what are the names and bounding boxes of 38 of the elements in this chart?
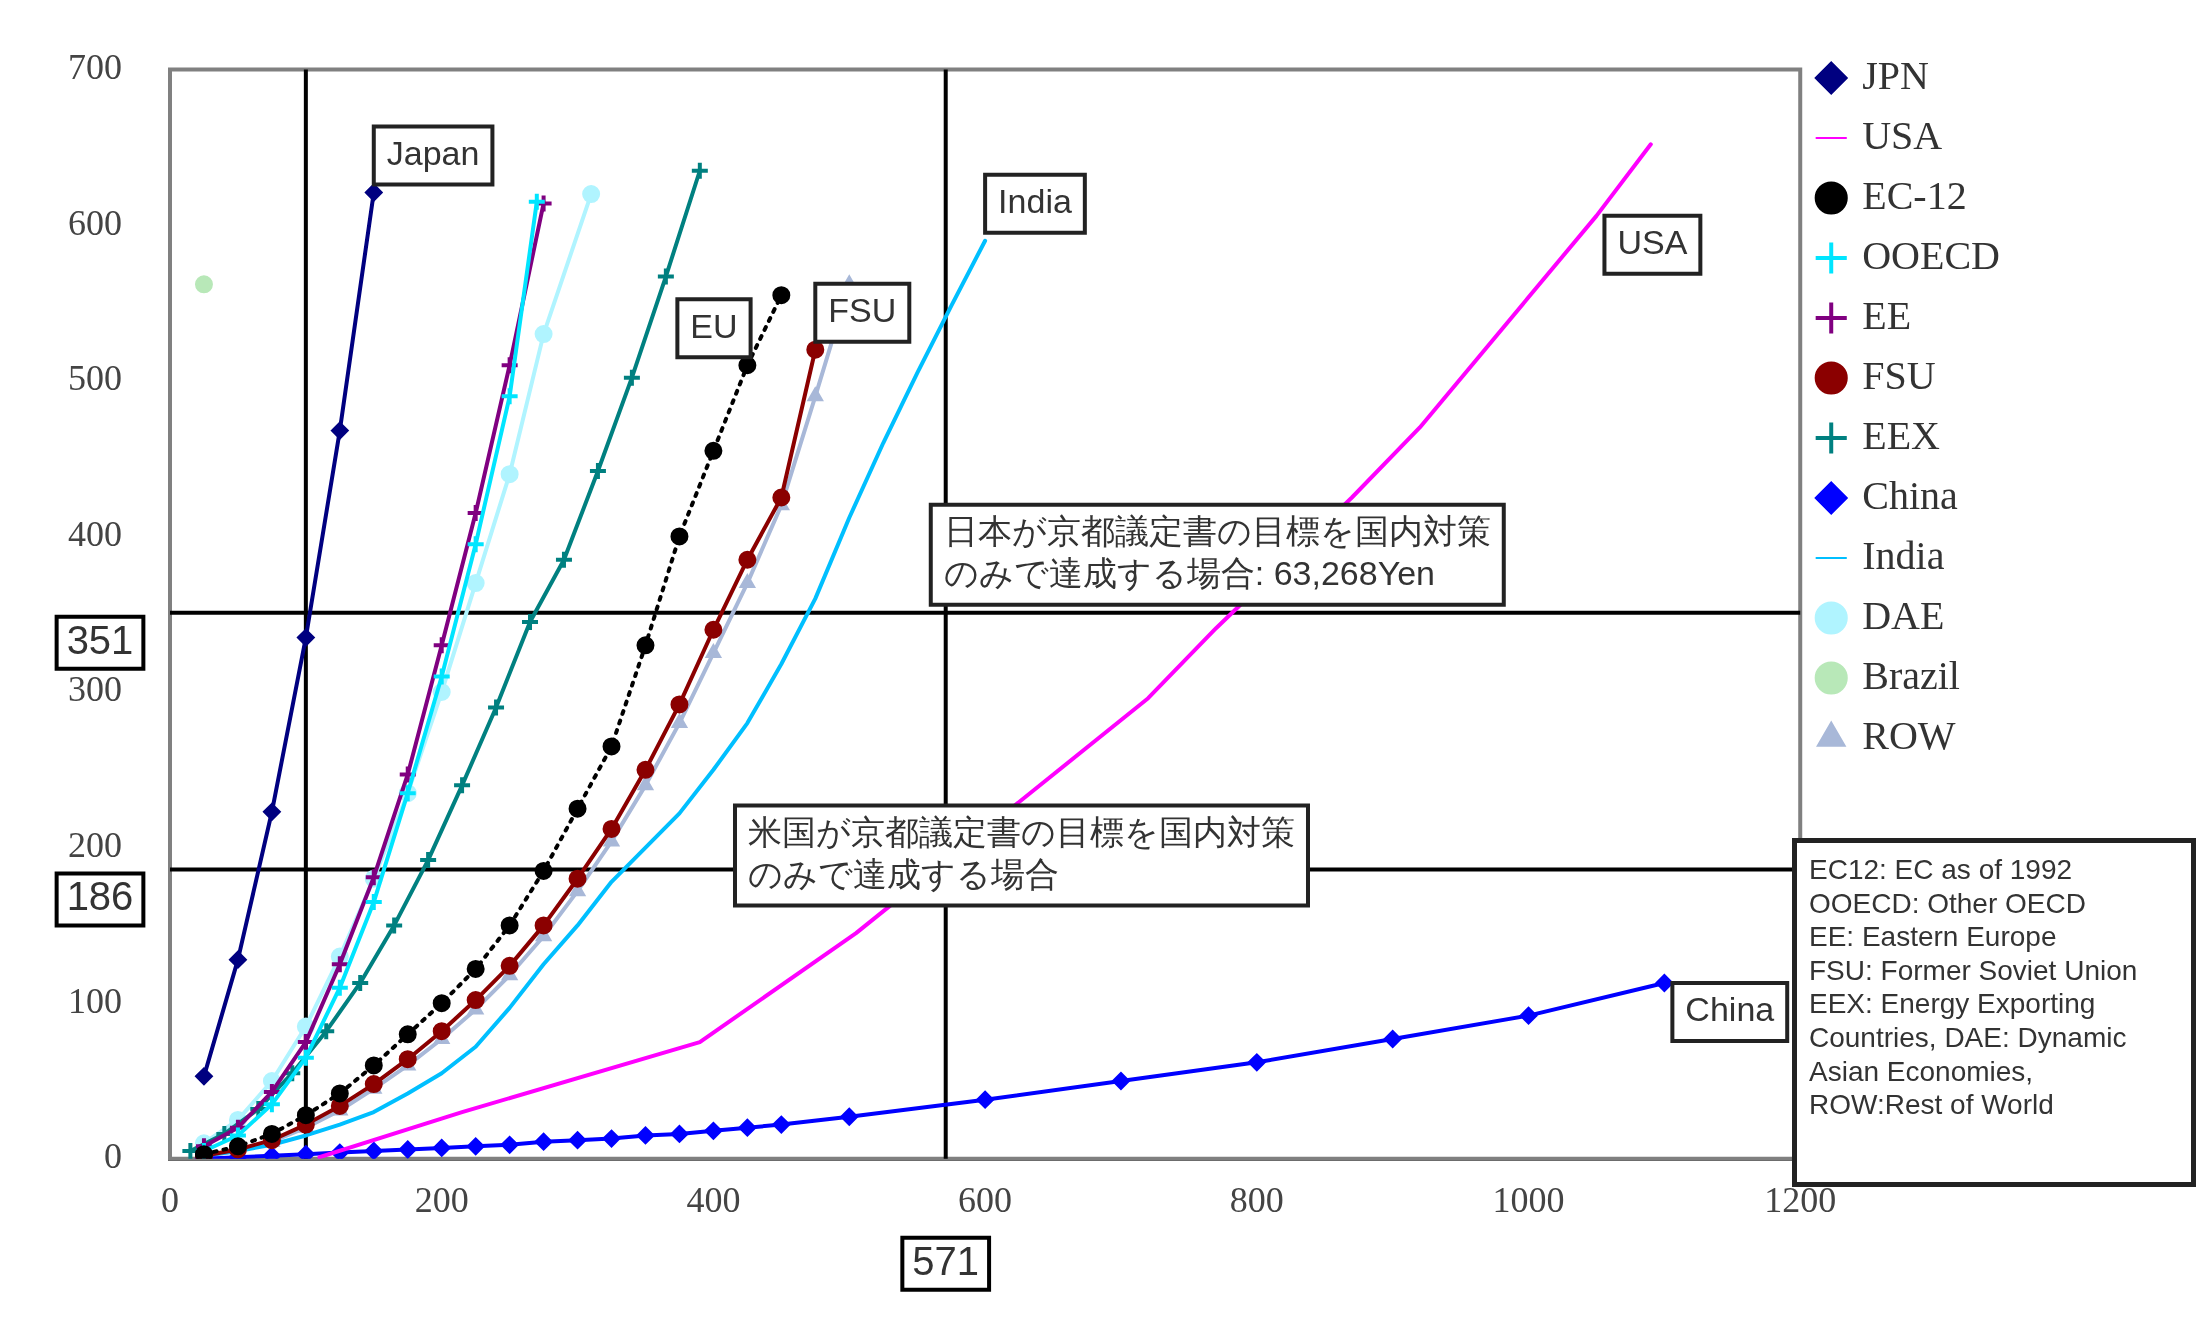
legend-label: OOECD (1862, 232, 2001, 278)
x-tick-label: 600 (958, 1179, 1013, 1220)
annotation: 日本が京都議定書の目標を国内対策のみで達成する場合: 63,268Yen (943, 512, 1491, 593)
annotation: USA (1617, 223, 1688, 262)
annotation: China (1685, 990, 1775, 1029)
legend-label: EC-12 (1862, 172, 1967, 218)
x-tick-label: 200 (414, 1179, 469, 1220)
y-tick-label: 200 (68, 825, 122, 866)
legend-label: EEX (1862, 412, 1941, 458)
y-tick-label: 100 (68, 980, 122, 1021)
ref-line-label: 351 (66, 617, 134, 662)
legend-label: EE (1862, 292, 1912, 338)
x-tick-label: 0 (161, 1179, 179, 1220)
x-tick-label: 400 (686, 1179, 741, 1220)
annotation: EU (690, 306, 738, 345)
x-tick-label: 1000 (1492, 1179, 1565, 1220)
y-tick-label: 400 (68, 513, 122, 554)
legend-label: China (1862, 472, 1959, 518)
legend-label: JPN (1862, 52, 1929, 98)
ref-line-label: 186 (66, 874, 134, 919)
notes-box: EC12: EC as of 1992 OOECD: Other OECD EE: Eastern Europe FSU: Former Soviet Union EEX: Energy Exporting Countries, DAE: Dynamic Asian Economies, ROW:Rest of World (1792, 838, 2196, 1187)
legend-label: Brazil (1862, 652, 1960, 698)
legend-label: India (1862, 532, 1945, 578)
annotation: 米国が京都議定書の目標を国内対策のみで達成する場合 (747, 812, 1295, 893)
y-tick-label: 300 (68, 669, 122, 710)
y-tick-label: 500 (68, 358, 122, 399)
legend-label: USA (1862, 112, 1943, 158)
y-tick-label: 0 (104, 1136, 122, 1177)
y-tick-label: 700 (68, 47, 122, 88)
annotation: FSU (828, 291, 897, 330)
y-tick-label: 600 (68, 202, 122, 243)
legend-label: DAE (1862, 592, 1945, 638)
x-tick-label: 800 (1229, 1179, 1284, 1220)
annotation: India (998, 182, 1072, 221)
legend-label: FSU (1862, 352, 1936, 398)
legend-label: ROW (1862, 712, 1956, 758)
annotation: Japan (386, 133, 480, 172)
ref-line-label: 571 (912, 1238, 980, 1283)
